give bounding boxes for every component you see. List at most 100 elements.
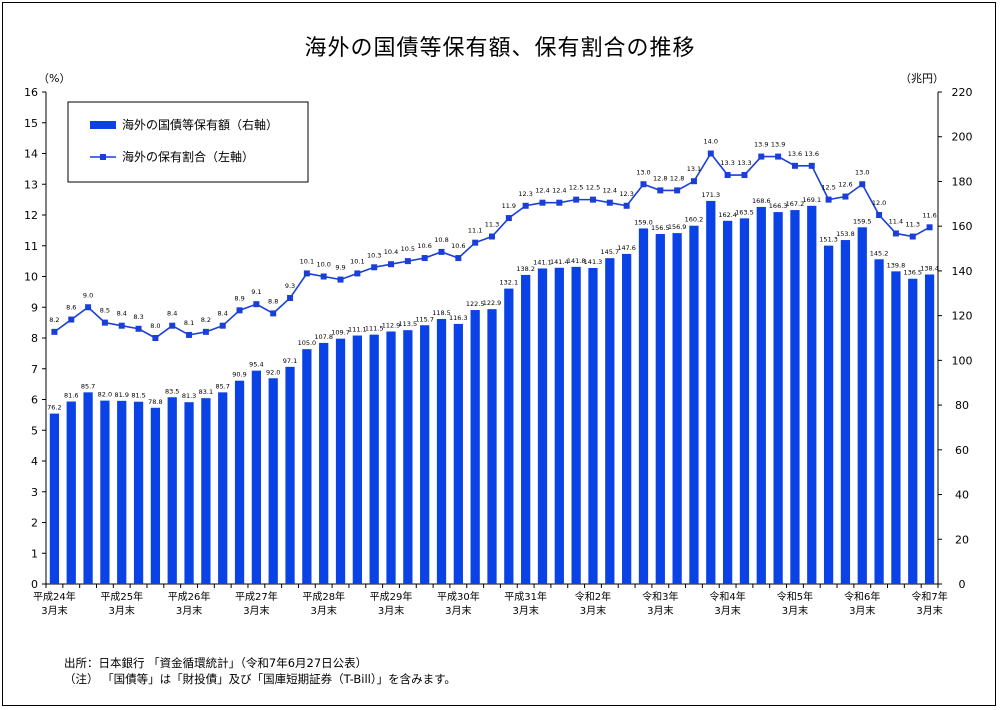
share-data-label: 12.8 xyxy=(670,174,684,182)
share-point xyxy=(859,181,866,188)
bar-holdings xyxy=(66,401,76,584)
right-tick-label: 120 xyxy=(952,310,973,323)
bar-data-label: 122.5 xyxy=(466,300,485,308)
bar-holdings xyxy=(706,200,716,585)
bar-data-label: 166.3 xyxy=(769,202,788,210)
x-tick-label: 3月末 xyxy=(714,604,740,617)
bar-holdings xyxy=(436,318,447,584)
share-point xyxy=(589,196,596,203)
bar-holdings xyxy=(117,400,127,584)
share-point xyxy=(404,258,411,265)
share-point xyxy=(573,196,580,203)
bar-holdings xyxy=(924,274,935,584)
bar-data-label: 167.2 xyxy=(786,200,805,208)
legend-box xyxy=(67,101,309,183)
x-tick-label: 3月末 xyxy=(647,604,673,617)
left-tick-label: 16 xyxy=(24,86,38,99)
x-tick-label: 令和6年 xyxy=(844,590,880,603)
bar-data-label: 163.5 xyxy=(735,208,754,216)
share-point xyxy=(51,328,58,335)
bar-holdings xyxy=(352,335,362,584)
share-data-label: 11.3 xyxy=(906,221,920,229)
left-tick-label: 15 xyxy=(24,117,38,130)
bar-holdings xyxy=(420,325,430,584)
share-data-label: 13.6 xyxy=(805,150,819,158)
bar-data-label: 151.3 xyxy=(819,236,838,244)
share-data-label: 10.4 xyxy=(384,248,398,256)
share-data-label: 11.4 xyxy=(889,217,903,225)
bar-holdings xyxy=(638,228,649,584)
bar-data-label: 95.4 xyxy=(249,361,263,369)
share-data-label: 12.5 xyxy=(586,184,600,192)
x-tick-label: 平成28年 xyxy=(302,590,345,603)
bar-holdings xyxy=(588,268,598,584)
bar-holdings xyxy=(201,398,211,584)
left-tick-label: 12 xyxy=(24,209,38,222)
share-point xyxy=(152,335,159,341)
bar-holdings xyxy=(285,366,295,584)
share-point xyxy=(85,304,92,311)
share-data-label: 10.3 xyxy=(367,251,381,259)
share-point xyxy=(118,322,125,329)
bar-holdings xyxy=(335,338,346,584)
share-point xyxy=(320,273,327,280)
share-data-label: 12.3 xyxy=(619,190,633,198)
bar-data-label: 85.7 xyxy=(215,382,229,390)
share-point xyxy=(438,248,445,255)
right-tick-label: 20 xyxy=(955,533,969,546)
bar-data-label: 82.0 xyxy=(98,391,112,399)
share-data-label: 10.8 xyxy=(434,236,448,244)
share-data-label: 8.2 xyxy=(49,316,59,324)
bar-holdings xyxy=(537,268,548,584)
bar-holdings xyxy=(689,225,699,584)
bar-data-label: 153.8 xyxy=(836,230,855,238)
bar-data-label: 122.9 xyxy=(483,299,502,307)
x-tick-label: 平成26年 xyxy=(168,590,211,603)
bar-holdings xyxy=(655,234,665,584)
right-tick-label: 60 xyxy=(955,444,969,457)
right-tick-label: 220 xyxy=(952,86,973,99)
share-data-label: 8.3 xyxy=(133,313,143,321)
bar-data-label: 159.0 xyxy=(634,218,653,226)
left-axis-unit: （%） xyxy=(38,72,71,85)
share-data-label: 13.0 xyxy=(636,168,650,176)
share-data-label: 8.8 xyxy=(268,297,278,305)
right-tick-label: 100 xyxy=(952,354,973,367)
share-point xyxy=(186,331,193,338)
share-point xyxy=(775,153,782,160)
share-data-label: 10.5 xyxy=(401,245,415,253)
share-point xyxy=(522,202,529,209)
share-data-label: 8.6 xyxy=(66,304,76,312)
share-data-label: 11.9 xyxy=(502,202,516,210)
share-point xyxy=(101,319,108,326)
bar-data-label: 147.6 xyxy=(617,244,636,252)
share-data-label: 11.6 xyxy=(922,211,936,219)
bar-holdings xyxy=(554,267,564,584)
bar-holdings xyxy=(722,220,733,584)
x-tick-label: 3月末 xyxy=(445,604,471,617)
x-tick-label: 3月末 xyxy=(580,604,606,617)
bar-holdings xyxy=(605,258,615,584)
share-point xyxy=(202,328,209,335)
bar-holdings xyxy=(403,330,413,584)
share-point xyxy=(489,233,495,240)
bar-data-label: 118.5 xyxy=(432,309,451,317)
bar-data-label: 168.6 xyxy=(752,197,771,205)
share-data-label: 10.6 xyxy=(417,242,431,250)
left-tick-label: 7 xyxy=(31,363,38,376)
bar-holdings xyxy=(268,378,278,584)
share-point xyxy=(556,199,563,206)
bar-holdings xyxy=(100,400,110,584)
share-data-label: 12.4 xyxy=(603,187,617,195)
x-tick-label: 平成29年 xyxy=(370,590,413,603)
share-point xyxy=(758,153,765,160)
share-data-label: 12.5 xyxy=(821,184,835,192)
bar-data-label: 141.4 xyxy=(550,258,569,266)
share-point xyxy=(337,276,344,283)
bar-data-label: 141.8 xyxy=(567,257,586,265)
share-point xyxy=(455,255,462,262)
share-data-label: 9.0 xyxy=(83,291,93,299)
bar-data-label: 169.1 xyxy=(802,196,821,204)
x-tick-label: 平成30年 xyxy=(437,590,480,603)
